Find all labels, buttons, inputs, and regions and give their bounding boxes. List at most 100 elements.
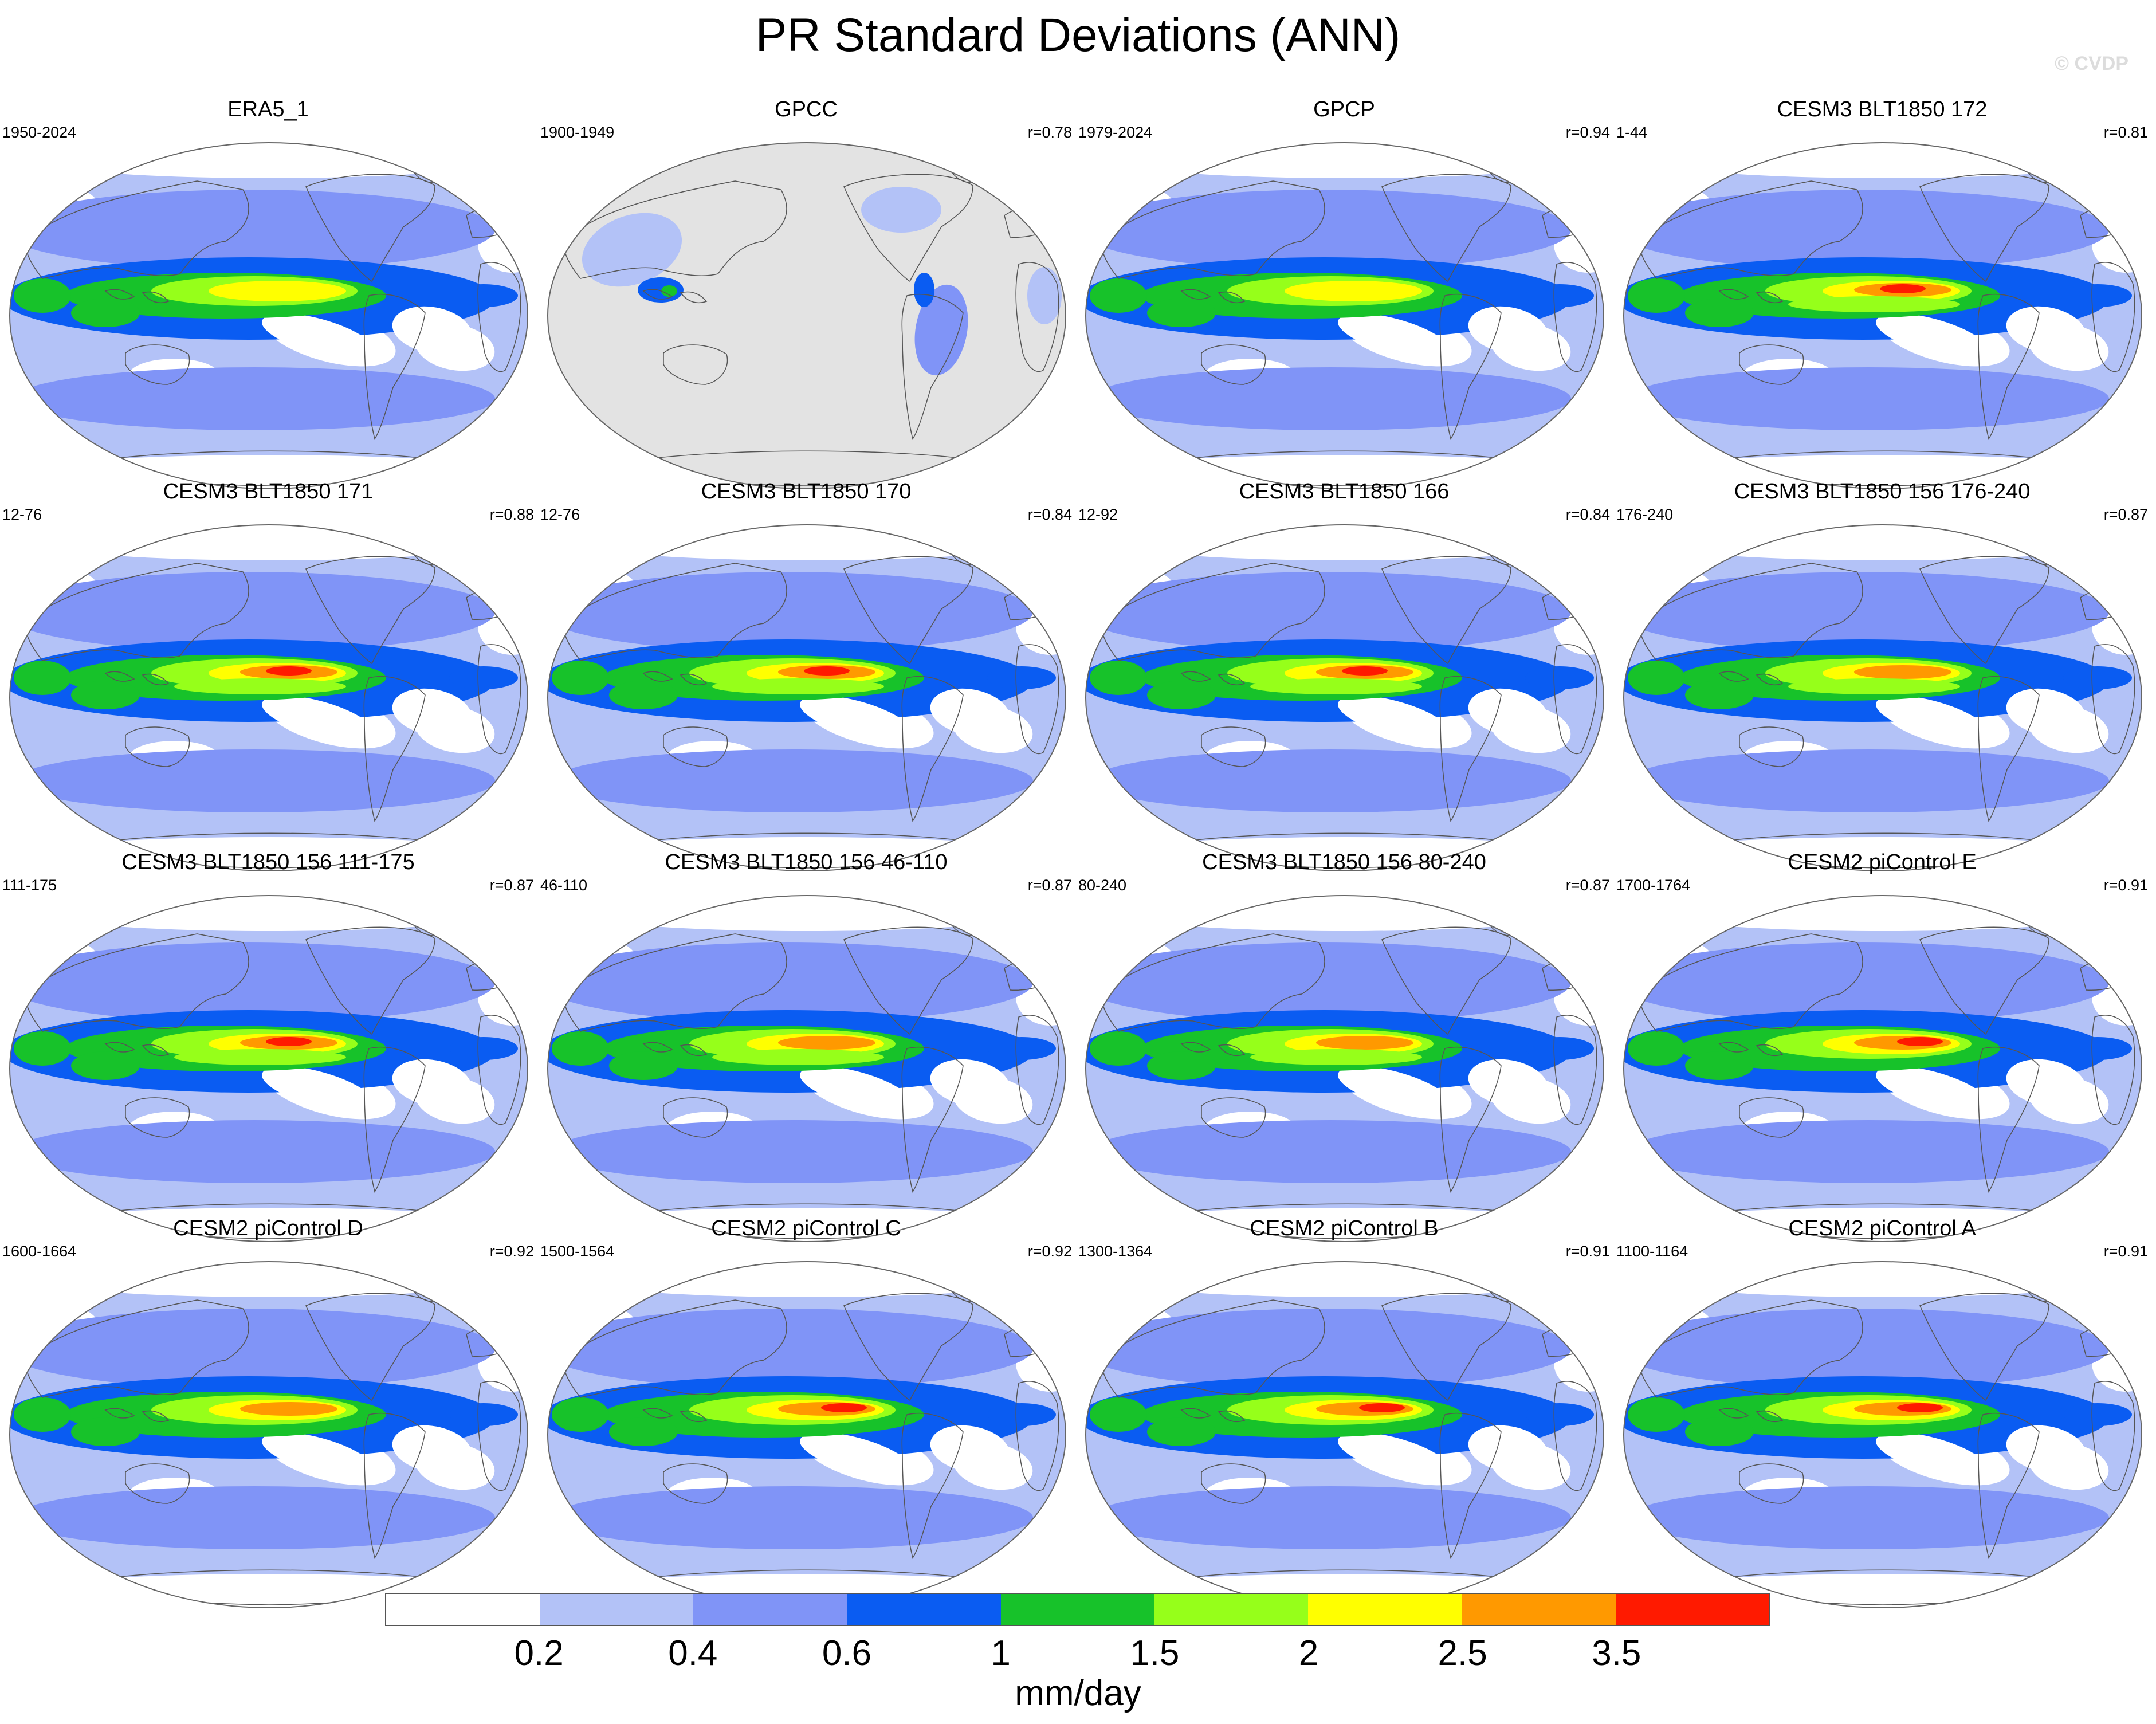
spcz-band [609, 1417, 678, 1446]
dry-region-arctic [1642, 1262, 2123, 1297]
map-outline [1085, 142, 1604, 489]
spcz-band [71, 681, 140, 709]
itcz-max [266, 1037, 312, 1046]
panel-title: ERA5_1 [227, 97, 309, 121]
indian-ocean-band [14, 661, 71, 695]
atlantic-itcz [987, 1037, 1056, 1060]
panel-period: 12-76 [540, 506, 580, 523]
panel-correlation: r=0.88 [489, 506, 534, 523]
continent-africa [2091, 1015, 2135, 1125]
spcz-band [609, 1051, 678, 1080]
spcz-band [1685, 299, 1754, 327]
colorbar-tick-label: 2 [1298, 1633, 1319, 1673]
dry-region-atlantic-core [2006, 688, 2086, 736]
continent-africa [1015, 1015, 1059, 1125]
colorbar-tick-label: 0.6 [822, 1633, 872, 1673]
continent-africa [477, 1015, 521, 1125]
continent-maritime [104, 671, 170, 686]
indian-ocean-band [552, 661, 609, 695]
dry-region-atlantic-core [1468, 688, 1548, 736]
map-outline [9, 142, 528, 489]
continent-australia [1739, 1463, 1804, 1504]
panel-period: 1100-1164 [1616, 1243, 1688, 1260]
dry-region-atlantic-core [392, 688, 472, 736]
continent-south-america [363, 1412, 426, 1559]
itcz-max [1897, 1403, 1943, 1412]
continent-africa [477, 644, 521, 754]
colorbar-box [1000, 1594, 1155, 1625]
continent-maritime [1180, 671, 1246, 686]
spcz-band [1147, 1051, 1216, 1080]
map-svg [9, 1261, 528, 1608]
dry-tongue [262, 1432, 373, 1477]
itcz-peak [1854, 665, 1951, 679]
map-background [548, 143, 1066, 489]
panel-period: 12-76 [2, 506, 42, 523]
panel-title: CESM3 BLT1850 156 46-110 [665, 850, 948, 874]
continent-africa [1553, 1381, 1597, 1491]
itcz-peak [240, 1402, 337, 1416]
map-panel: GPCC 1900-1949 r=0.78 [538, 96, 1074, 497]
continent-asia [1639, 933, 1863, 1032]
storm-track-north [10, 190, 495, 270]
storm-track-north [1086, 942, 1571, 1023]
continent-australia [663, 1097, 728, 1138]
indian-ocean-band [1090, 1031, 1147, 1066]
map-outline [1623, 524, 2142, 871]
storm-track-south [1628, 1486, 2109, 1549]
continent-asia [25, 1299, 249, 1398]
continent-north-america [1919, 926, 2049, 1035]
land-precip-central-america [914, 273, 934, 307]
dry-region-arctic [1642, 896, 2123, 931]
dry-region-atlantic-core [1468, 1425, 1548, 1473]
panel-period: 80-240 [1078, 877, 1127, 894]
atlantic-itcz [449, 1037, 518, 1060]
continent-maritime [642, 671, 708, 686]
colorbar-box [693, 1594, 847, 1625]
continent-north-america [1381, 926, 1511, 1035]
continent-asia [25, 563, 249, 661]
panel-correlation: r=0.92 [489, 1243, 534, 1260]
storm-track-north [10, 1309, 495, 1389]
storm-track-north [548, 942, 1033, 1023]
continent-south-america [1439, 676, 1502, 822]
contour-layer [563, 162, 1066, 486]
continent-south-america [1439, 293, 1502, 440]
indian-ocean-band [14, 278, 71, 313]
panel-correlation: r=0.84 [1027, 506, 1072, 523]
panel-period: 1700-1764 [1616, 877, 1691, 894]
map-panel: CESM3 BLT1850 156 111-175 111-175 r=0.87 [0, 849, 536, 1250]
dry-region-arctic [1642, 525, 2123, 560]
spcz-band [609, 681, 678, 709]
panel-period: 1300-1364 [1078, 1243, 1153, 1260]
colorbar-box [1154, 1594, 1309, 1625]
continent-africa [2091, 644, 2135, 754]
colorbar-tick-label: 3.5 [1592, 1633, 1641, 1673]
continent-asia [563, 180, 787, 279]
map-outline [1085, 524, 1604, 871]
contour-layer [1086, 525, 1604, 871]
map-svg [1623, 142, 2142, 489]
continent-maritime [1180, 1042, 1246, 1057]
itcz-max [821, 1403, 867, 1412]
double-itcz [174, 1049, 346, 1065]
continent-north-america [305, 556, 435, 665]
continent-maritime [642, 1408, 708, 1423]
continent-australia [1201, 1463, 1266, 1504]
dry-region-arctic [566, 1262, 1047, 1297]
panel-correlation: r=0.91 [2103, 877, 2148, 894]
panel-title: GPCC [775, 97, 838, 121]
panel-title: CESM3 BLT1850 156 176-240 [1734, 480, 2031, 504]
continent-australia [663, 726, 728, 767]
colorbar-box [1462, 1594, 1616, 1625]
panel-correlation: r=0.87 [1027, 877, 1072, 894]
continent-north-america [843, 174, 973, 282]
dry-region-arctic [1104, 896, 1585, 931]
itcz-max [1342, 666, 1388, 676]
dry-tongue [262, 313, 373, 358]
map-panel: CESM3 BLT1850 172 1-44 r=0.81 [1614, 96, 2150, 497]
dry-region-arctic [28, 525, 509, 560]
double-itcz [174, 678, 346, 694]
continent-north-america [1919, 1293, 2049, 1401]
continent-africa [1015, 1381, 1059, 1491]
